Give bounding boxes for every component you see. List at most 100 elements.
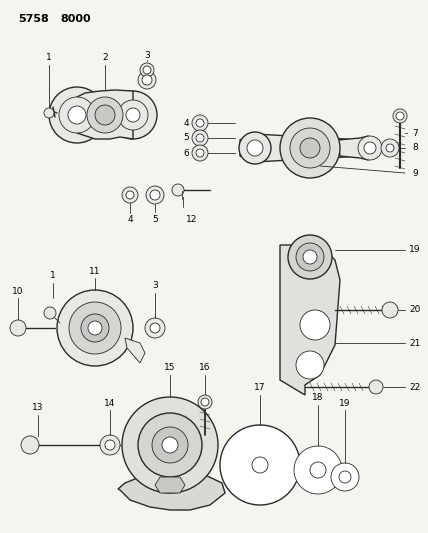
Text: 19: 19 bbox=[339, 399, 351, 408]
Text: 4: 4 bbox=[127, 214, 133, 223]
Text: 22: 22 bbox=[409, 383, 421, 392]
Circle shape bbox=[196, 134, 204, 142]
Circle shape bbox=[331, 463, 359, 491]
Circle shape bbox=[201, 398, 209, 406]
Circle shape bbox=[10, 320, 26, 336]
Circle shape bbox=[358, 136, 382, 160]
Circle shape bbox=[150, 190, 160, 200]
Circle shape bbox=[300, 138, 320, 158]
Text: 6: 6 bbox=[183, 149, 189, 157]
Circle shape bbox=[192, 130, 208, 146]
Circle shape bbox=[49, 87, 105, 143]
Circle shape bbox=[247, 140, 263, 156]
Circle shape bbox=[339, 471, 351, 483]
Circle shape bbox=[57, 290, 133, 366]
Text: 1: 1 bbox=[50, 271, 56, 280]
Circle shape bbox=[100, 435, 120, 455]
Polygon shape bbox=[240, 134, 365, 162]
Circle shape bbox=[105, 440, 115, 450]
Circle shape bbox=[196, 119, 204, 127]
Polygon shape bbox=[280, 245, 340, 395]
Circle shape bbox=[310, 462, 326, 478]
Text: 11: 11 bbox=[89, 266, 101, 276]
Circle shape bbox=[126, 108, 140, 122]
Text: 19: 19 bbox=[409, 246, 421, 254]
Circle shape bbox=[386, 144, 394, 152]
Text: 2: 2 bbox=[102, 53, 108, 62]
Text: 3: 3 bbox=[144, 52, 150, 61]
Circle shape bbox=[126, 191, 134, 199]
Circle shape bbox=[81, 314, 109, 342]
Circle shape bbox=[192, 145, 208, 161]
Text: 20: 20 bbox=[409, 305, 421, 314]
Circle shape bbox=[87, 97, 123, 133]
Text: 17: 17 bbox=[254, 384, 266, 392]
Circle shape bbox=[146, 186, 164, 204]
Text: 8000: 8000 bbox=[60, 14, 91, 24]
Circle shape bbox=[140, 63, 154, 77]
Text: 3: 3 bbox=[152, 281, 158, 290]
Text: 10: 10 bbox=[12, 287, 24, 295]
Circle shape bbox=[21, 436, 39, 454]
Circle shape bbox=[294, 446, 342, 494]
Circle shape bbox=[288, 235, 332, 279]
Circle shape bbox=[138, 71, 156, 89]
Circle shape bbox=[142, 75, 152, 85]
Circle shape bbox=[369, 380, 383, 394]
Circle shape bbox=[68, 106, 86, 124]
Circle shape bbox=[152, 427, 188, 463]
Circle shape bbox=[95, 105, 115, 125]
Text: 5: 5 bbox=[152, 214, 158, 223]
Circle shape bbox=[192, 115, 208, 131]
Circle shape bbox=[381, 139, 399, 157]
Circle shape bbox=[396, 112, 404, 120]
Circle shape bbox=[138, 413, 202, 477]
Polygon shape bbox=[338, 136, 372, 160]
Circle shape bbox=[280, 118, 340, 178]
Circle shape bbox=[145, 318, 165, 338]
Circle shape bbox=[300, 310, 330, 340]
Circle shape bbox=[198, 395, 212, 409]
Polygon shape bbox=[155, 477, 185, 493]
Circle shape bbox=[122, 397, 218, 493]
Text: 18: 18 bbox=[312, 393, 324, 402]
Text: 21: 21 bbox=[409, 338, 421, 348]
Circle shape bbox=[122, 187, 138, 203]
Circle shape bbox=[290, 128, 330, 168]
Circle shape bbox=[239, 132, 271, 164]
Circle shape bbox=[44, 108, 54, 118]
Circle shape bbox=[382, 302, 398, 318]
Circle shape bbox=[150, 323, 160, 333]
Circle shape bbox=[44, 307, 56, 319]
Circle shape bbox=[172, 184, 184, 196]
Text: 15: 15 bbox=[164, 364, 176, 373]
Text: 13: 13 bbox=[32, 403, 44, 413]
Circle shape bbox=[364, 142, 376, 154]
Circle shape bbox=[252, 457, 268, 473]
Text: 9: 9 bbox=[412, 168, 418, 177]
Polygon shape bbox=[118, 473, 225, 510]
Circle shape bbox=[118, 100, 148, 130]
Text: 7: 7 bbox=[412, 128, 418, 138]
Circle shape bbox=[303, 250, 317, 264]
Text: 5758: 5758 bbox=[18, 14, 49, 24]
Circle shape bbox=[59, 97, 95, 133]
Text: 4: 4 bbox=[183, 118, 189, 127]
Polygon shape bbox=[125, 338, 145, 363]
Polygon shape bbox=[77, 90, 133, 139]
Circle shape bbox=[393, 109, 407, 123]
Text: 12: 12 bbox=[186, 214, 198, 223]
Circle shape bbox=[296, 351, 324, 379]
Circle shape bbox=[143, 66, 151, 74]
Text: 1: 1 bbox=[46, 53, 52, 62]
Text: 16: 16 bbox=[199, 364, 211, 373]
Circle shape bbox=[220, 425, 300, 505]
Text: 5: 5 bbox=[183, 133, 189, 142]
Text: 14: 14 bbox=[104, 399, 116, 408]
Circle shape bbox=[296, 243, 324, 271]
Circle shape bbox=[69, 302, 121, 354]
Text: 8: 8 bbox=[412, 143, 418, 152]
Circle shape bbox=[109, 91, 157, 139]
Circle shape bbox=[162, 437, 178, 453]
Circle shape bbox=[88, 321, 102, 335]
